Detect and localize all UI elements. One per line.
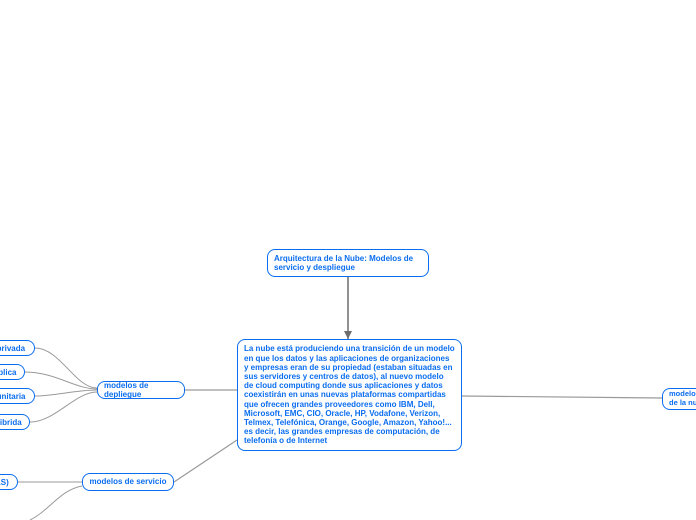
hibrida-node[interactable]: e hibrida [0,414,30,430]
aas-text: AAS) [0,478,9,487]
privada-node[interactable]: e privada [0,340,35,356]
title-text: Arquitectura de la Nube: Modelos de serv… [268,250,428,276]
comunitaria-text: munitaria [0,392,26,401]
depliegue-node[interactable]: modelos de depliegue [97,381,185,399]
right-text: modelo de la nu [663,386,696,411]
right-node[interactable]: modelo de la nu [662,388,696,410]
comunitaria-node[interactable]: munitaria [0,388,35,404]
servicio-node[interactable]: modelos de servicio [82,473,174,491]
servicio-text: modelos de servicio [84,473,173,490]
right-line2: de la nu [669,398,696,407]
center-text: La nube está produciendo una transición … [238,340,461,449]
aas-node[interactable]: AAS) [0,474,18,490]
hibrida-text: e hibrida [0,418,22,427]
depliegue-text: modelos de depliegue [98,377,184,403]
privada-text: e privada [0,344,25,353]
publica-node[interactable]: publica [0,364,25,380]
publica-text: publica [0,368,17,377]
center-node[interactable]: La nube está produciendo una transición … [237,339,462,451]
title-node[interactable]: Arquitectura de la Nube: Modelos de serv… [267,249,429,277]
